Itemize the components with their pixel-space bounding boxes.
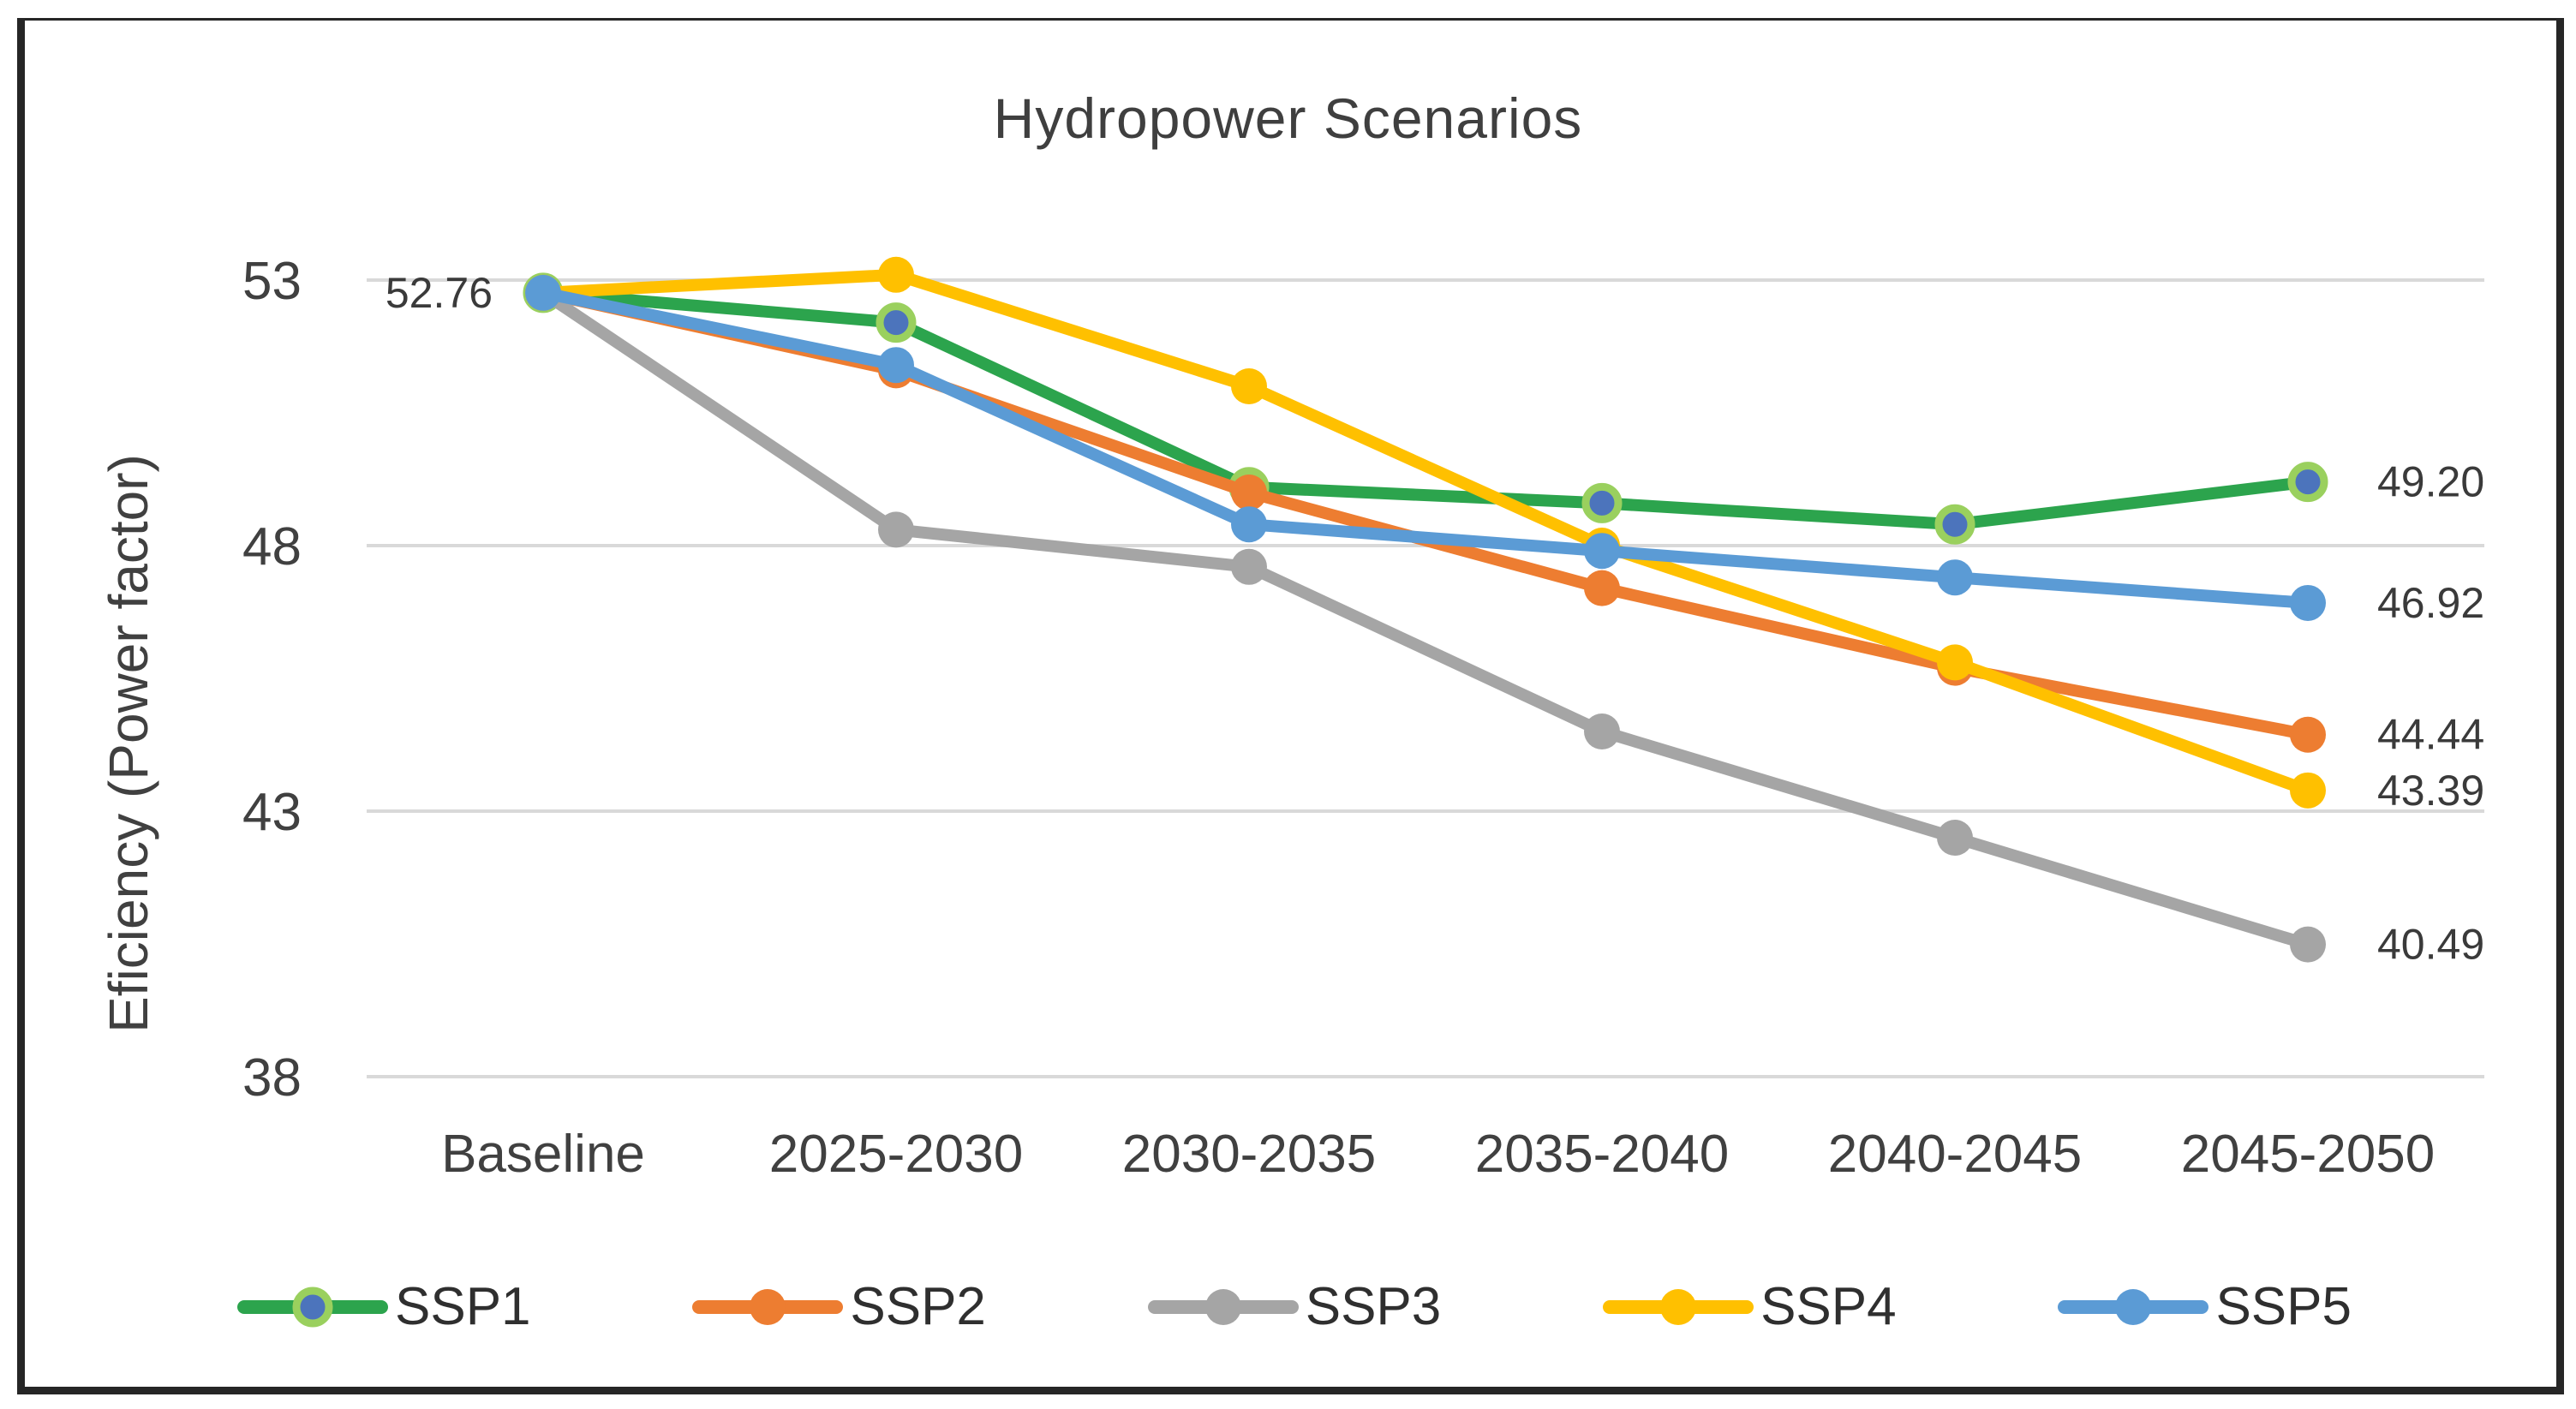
legend-label-ssp5: SSP5 <box>2215 1277 2352 1336</box>
marker-ssp3-1 <box>878 511 914 548</box>
legend-item-ssp1: SSP1 <box>236 1276 531 1337</box>
data-label-ssp2: 44.44 <box>2377 711 2484 759</box>
marker-ssp1-4 <box>1934 504 1975 545</box>
marker-ssp1-3 <box>1581 482 1623 523</box>
marker-ssp3-2 <box>1231 548 1267 585</box>
series-line-ssp4 <box>537 268 2314 797</box>
marker-ssp5-1 <box>878 347 914 384</box>
legend-item-ssp4: SSP4 <box>1601 1276 1897 1337</box>
data-label-baseline: 52.76 <box>386 269 493 317</box>
marker-ssp5-4 <box>1937 559 1973 596</box>
x-tick-label: 2030-2035 <box>1122 1125 1377 1184</box>
data-label-ssp4: 43.39 <box>2377 767 2484 815</box>
marker-ssp5-5 <box>2290 584 2326 621</box>
legend-label-ssp1: SSP1 <box>395 1277 531 1336</box>
legend-item-ssp2: SSP2 <box>690 1276 986 1337</box>
legend-label-ssp2: SSP2 <box>850 1277 986 1336</box>
legend-label-ssp3: SSP3 <box>1305 1277 1442 1336</box>
legend-marker-ssp3 <box>1147 1288 1299 1325</box>
marker-ssp5-2 <box>1231 506 1267 543</box>
x-tick-label: 2045-2050 <box>2181 1125 2436 1184</box>
marker-ssp4-1 <box>878 256 914 293</box>
legend-item-ssp5: SSP5 <box>2056 1276 2352 1337</box>
y-tick-label: 48 <box>242 517 302 576</box>
legend-item-ssp3: SSP3 <box>1146 1276 1442 1337</box>
marker-ssp2-5 <box>2290 716 2326 753</box>
marker-ssp1-1 <box>876 302 917 343</box>
y-tick-label: 43 <box>242 783 302 842</box>
marker-ssp5-0 <box>525 274 561 311</box>
marker-ssp3-5 <box>2290 926 2326 963</box>
legend-marker-ssp2 <box>692 1288 844 1325</box>
marker-ssp3-4 <box>1937 820 1973 856</box>
legend: SSP1 SSP2 SSP3 SSP4 SSP5 <box>236 1276 2352 1337</box>
marker-ssp1-5 <box>2287 462 2328 503</box>
series-line-ssp5 <box>537 286 2314 609</box>
marker-ssp2-3 <box>1584 570 1620 606</box>
legend-label-ssp4: SSP4 <box>1760 1277 1897 1336</box>
x-tick-label: 2035-2040 <box>1475 1125 1730 1184</box>
marker-ssp4-5 <box>2290 772 2326 809</box>
marker-ssp5-3 <box>1584 533 1620 570</box>
legend-marker-ssp1 <box>237 1287 388 1327</box>
marker-ssp3-3 <box>1584 713 1620 749</box>
marker-ssp4-4 <box>1937 644 1973 681</box>
legend-marker-ssp5 <box>2058 1288 2209 1325</box>
chart-title: Hydropower Scenarios <box>993 87 1583 150</box>
marker-ssp4-2 <box>1231 368 1267 404</box>
x-tick-label: 2025-2030 <box>769 1125 1024 1184</box>
x-tick-label: Baseline <box>441 1125 645 1184</box>
data-label-ssp5: 46.92 <box>2377 579 2484 627</box>
series-line-ssp3 <box>537 286 2314 951</box>
x-tick-label: 2040-2045 <box>1828 1125 2083 1184</box>
y-tick-label: 38 <box>242 1048 302 1107</box>
data-label-ssp3: 40.49 <box>2377 921 2484 969</box>
y-tick-label: 53 <box>242 252 302 311</box>
marker-ssp2-2 <box>1231 475 1267 510</box>
legend-marker-ssp4 <box>1603 1288 1754 1325</box>
data-label-ssp1: 49.20 <box>2377 458 2484 506</box>
series-line-ssp1 <box>537 286 2314 531</box>
